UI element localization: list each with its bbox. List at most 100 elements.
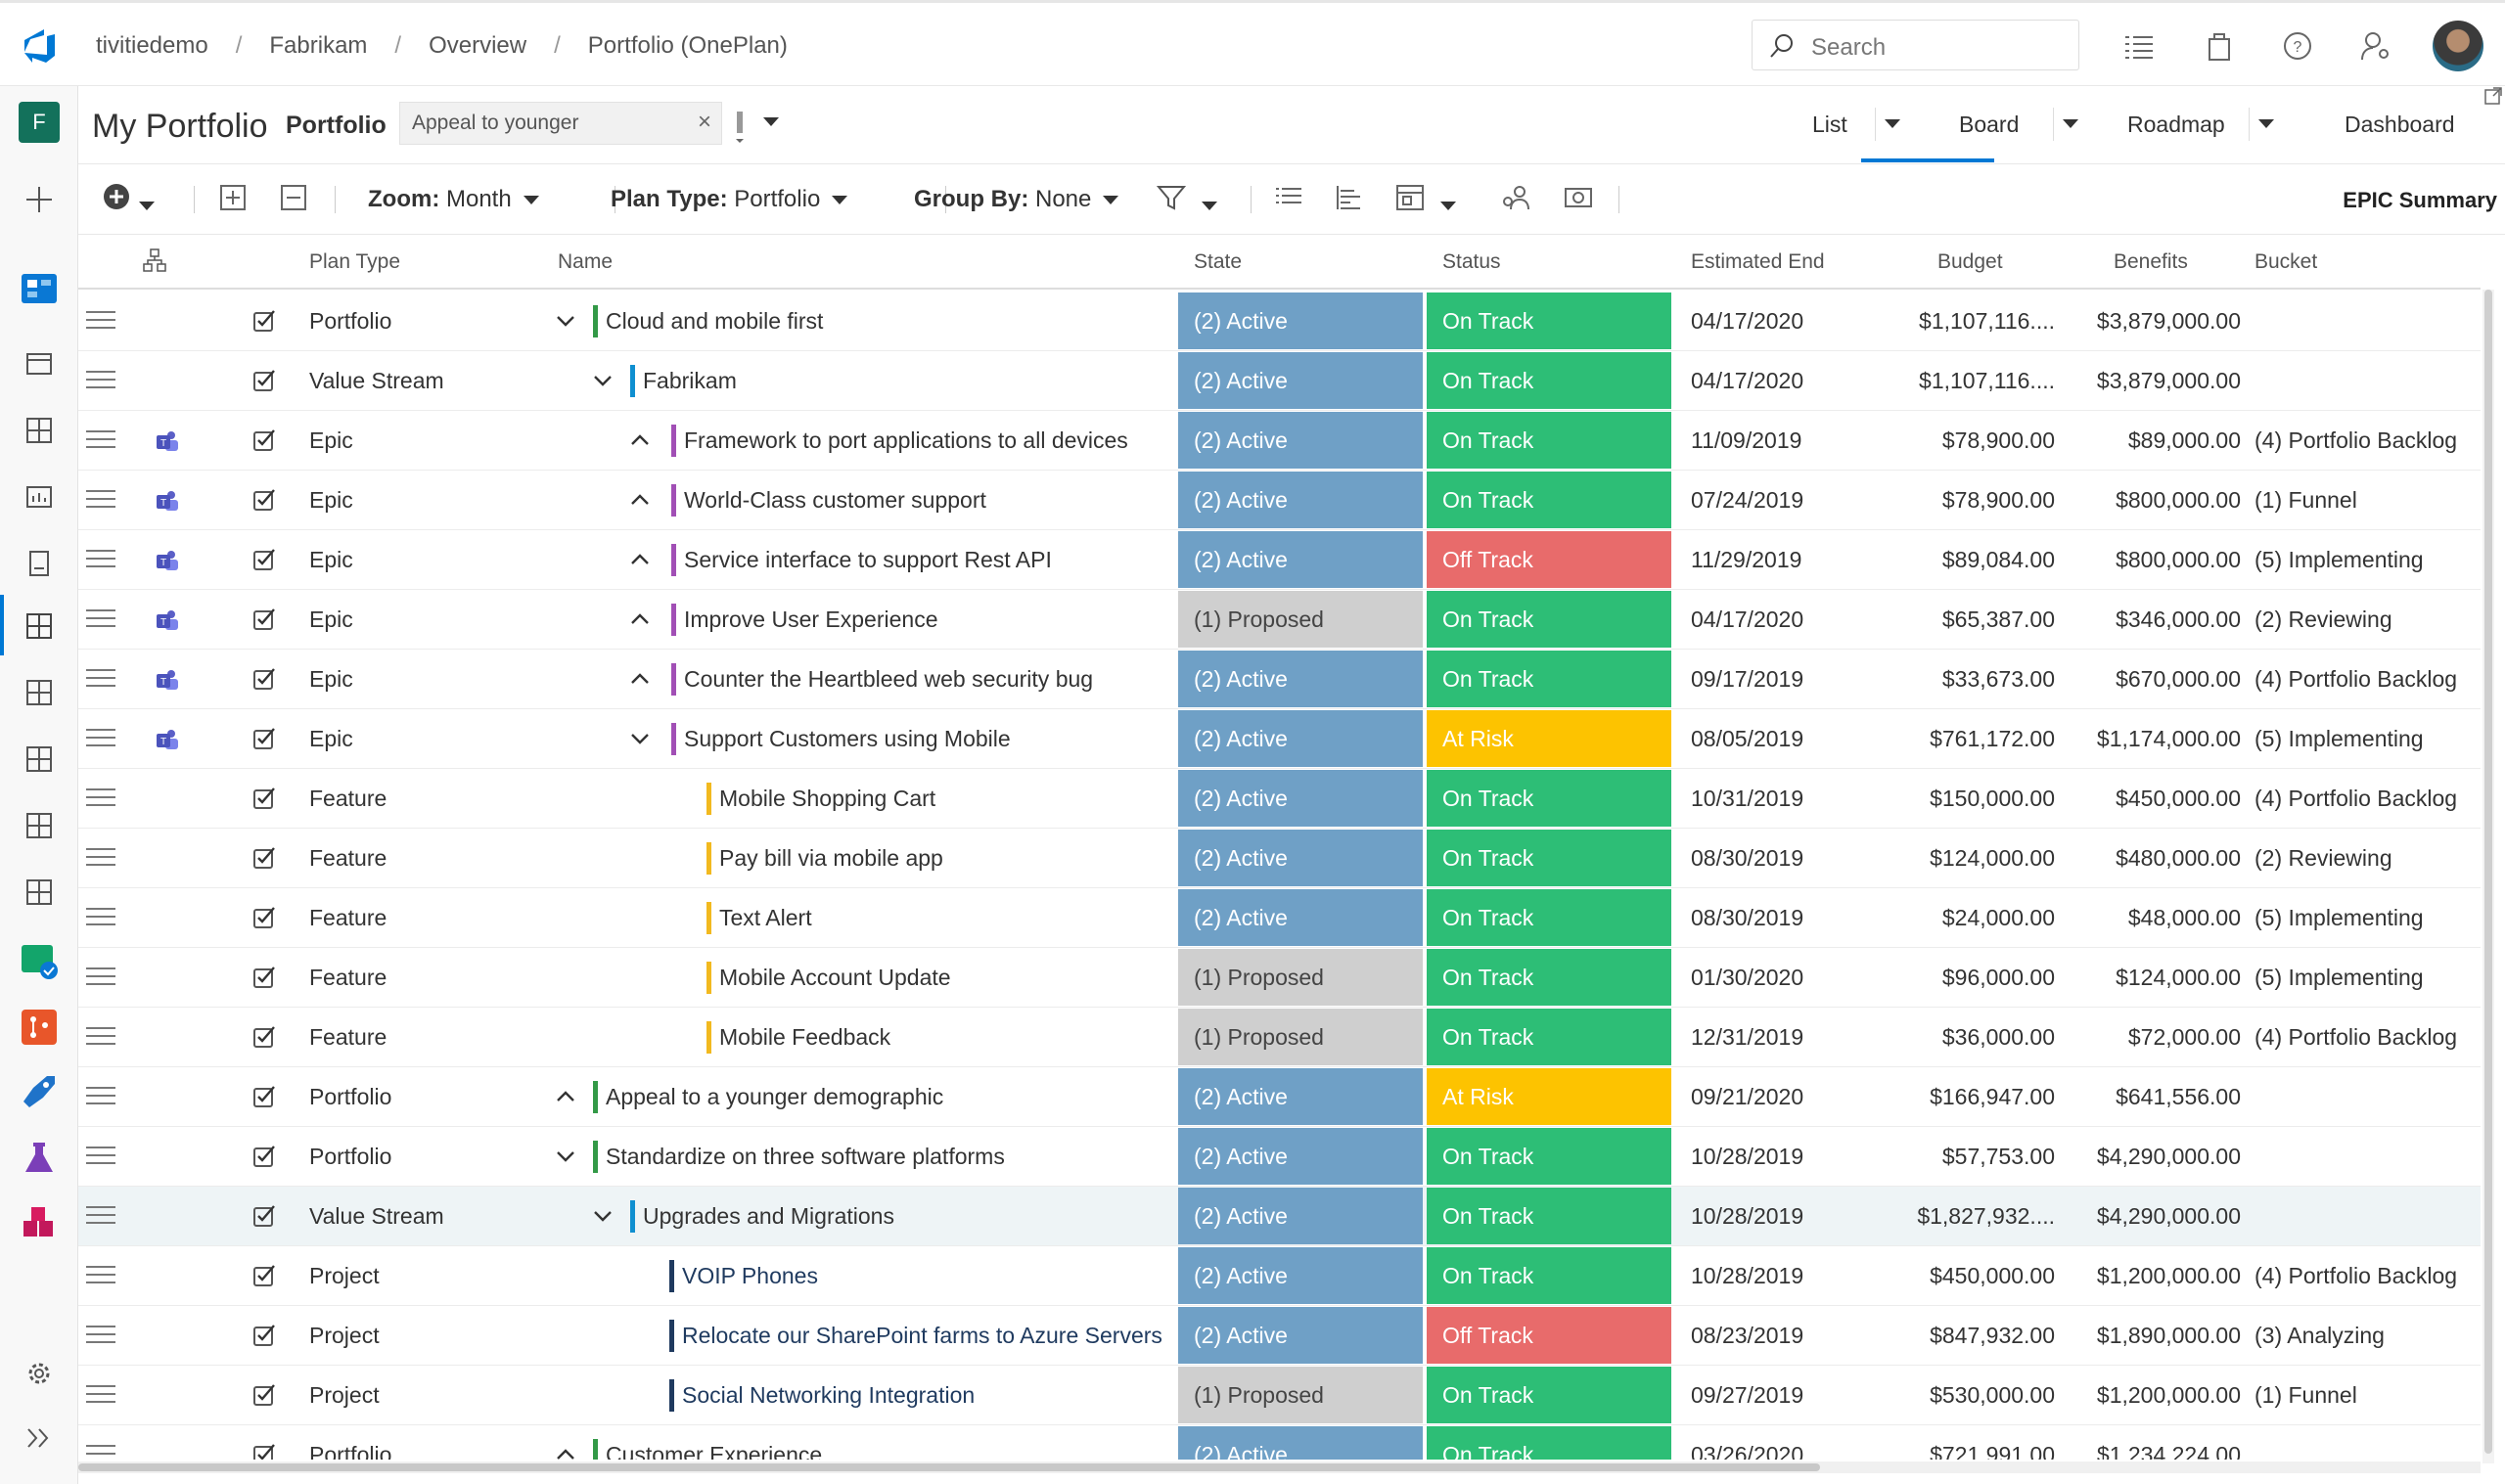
azure-devops-logo-icon[interactable] bbox=[22, 26, 61, 66]
teams-icon[interactable]: T bbox=[155, 608, 180, 632]
settings-gear-icon[interactable] bbox=[18, 1352, 61, 1395]
work-item-name-link[interactable]: Mobile Shopping Cart bbox=[719, 786, 936, 811]
drag-handle-icon[interactable] bbox=[86, 1326, 115, 1345]
drag-handle-icon[interactable] bbox=[86, 908, 115, 927]
table-row[interactable]: Project Relocate our SharePoint farms to… bbox=[78, 1306, 2481, 1366]
expand-nav-icon[interactable] bbox=[18, 1417, 61, 1460]
hierarchy-icon[interactable] bbox=[143, 248, 166, 278]
tab-list[interactable]: List bbox=[1812, 112, 1847, 137]
add-item-icon[interactable] bbox=[102, 182, 131, 218]
state-cell[interactable]: (2) Active bbox=[1178, 531, 1423, 588]
work-item-name-link[interactable]: Pay bill via mobile app bbox=[719, 845, 943, 871]
state-cell[interactable]: (2) Active bbox=[1178, 710, 1423, 767]
breadcrumb-project[interactable]: Fabrikam bbox=[269, 32, 368, 59]
tab-board[interactable]: Board bbox=[1959, 112, 2020, 137]
chevron-down-icon[interactable] bbox=[591, 369, 615, 392]
status-cell[interactable]: On Track bbox=[1427, 412, 1671, 469]
drag-handle-icon[interactable] bbox=[86, 729, 115, 748]
chevron-down-icon[interactable] bbox=[591, 1204, 615, 1228]
state-cell[interactable]: (2) Active bbox=[1178, 412, 1423, 469]
table-row[interactable]: Project Social Networking Integration (1… bbox=[78, 1366, 2481, 1425]
state-cell[interactable]: (2) Active bbox=[1178, 352, 1423, 409]
collapse-all-icon[interactable] bbox=[280, 184, 307, 218]
state-cell[interactable]: (2) Active bbox=[1178, 770, 1423, 827]
filter-value[interactable]: Appeal to younger bbox=[412, 112, 579, 134]
checkbox-icon[interactable] bbox=[252, 787, 276, 810]
column-header-status[interactable]: Status bbox=[1442, 250, 1501, 273]
table-row[interactable]: Feature Mobile Shopping Cart (2) Active … bbox=[78, 769, 2481, 829]
tab-dashboard[interactable]: Dashboard bbox=[2345, 112, 2455, 137]
state-cell[interactable]: (2) Active bbox=[1178, 1247, 1423, 1304]
column-header-name[interactable]: Name bbox=[558, 250, 614, 273]
work-item-name-link[interactable]: Relocate our SharePoint farms to Azure S… bbox=[682, 1323, 1162, 1348]
checkbox-icon[interactable] bbox=[252, 906, 276, 929]
drag-handle-icon[interactable] bbox=[86, 490, 115, 510]
filter-dropdown-icon[interactable] bbox=[1202, 192, 1217, 219]
table-row[interactable]: Portfolio Cloud and mobile first (2) Act… bbox=[78, 292, 2481, 351]
status-cell[interactable]: On Track bbox=[1427, 352, 1671, 409]
filter-scroll-icon[interactable] bbox=[734, 104, 746, 145]
status-cell[interactable]: Off Track bbox=[1427, 531, 1671, 588]
table-row[interactable]: Portfolio Customer Experience (2) Active… bbox=[78, 1425, 2481, 1460]
checkbox-icon[interactable] bbox=[252, 1204, 276, 1228]
portfolio-grid-icon[interactable] bbox=[18, 605, 61, 648]
chevron-up-icon[interactable] bbox=[554, 1443, 577, 1460]
analytics-icon[interactable] bbox=[18, 475, 61, 518]
artifacts-icon[interactable] bbox=[18, 1201, 61, 1244]
state-cell[interactable]: (1) Proposed bbox=[1178, 949, 1423, 1006]
column-header-state[interactable]: State bbox=[1194, 250, 1243, 273]
chevron-down-icon[interactable] bbox=[554, 1145, 577, 1168]
table-row[interactable]: T Epic Service interface to support Rest… bbox=[78, 530, 2481, 590]
drag-handle-icon[interactable] bbox=[86, 371, 115, 390]
filter-dropdown-icon[interactable] bbox=[763, 113, 779, 131]
status-cell[interactable]: On Track bbox=[1427, 889, 1671, 946]
state-cell[interactable]: (2) Active bbox=[1178, 889, 1423, 946]
teams-icon[interactable]: T bbox=[155, 549, 180, 572]
table-row[interactable]: Feature Mobile Feedback (1) Proposed On … bbox=[78, 1008, 2481, 1067]
plan-type-dropdown[interactable]: Plan Type: Portfolio bbox=[611, 186, 848, 213]
table-row[interactable]: T Epic Support Customers using Mobile (2… bbox=[78, 709, 2481, 769]
checkbox-icon[interactable] bbox=[252, 428, 276, 452]
task-list-icon[interactable] bbox=[2123, 30, 2155, 62]
drag-handle-icon[interactable] bbox=[86, 1266, 115, 1285]
chevron-up-icon[interactable] bbox=[554, 1085, 577, 1108]
chevron-down-icon[interactable] bbox=[628, 727, 652, 750]
table-row[interactable]: T Epic Framework to port applications to… bbox=[78, 411, 2481, 471]
column-header-benefits[interactable]: Benefits bbox=[2114, 250, 2188, 273]
checkbox-icon[interactable] bbox=[252, 1085, 276, 1108]
checkbox-icon[interactable] bbox=[252, 1383, 276, 1407]
column-header-budget[interactable]: Budget bbox=[1937, 250, 2003, 273]
work-item-name-link[interactable]: Cloud and mobile first bbox=[606, 308, 824, 334]
column-options-dropdown-icon[interactable] bbox=[1440, 192, 1456, 219]
table-row[interactable]: Portfolio Standardize on three software … bbox=[78, 1127, 2481, 1187]
teams-icon[interactable]: T bbox=[155, 489, 180, 513]
column-header-plan-type[interactable]: Plan Type bbox=[309, 250, 401, 273]
checkbox-icon[interactable] bbox=[252, 1025, 276, 1049]
status-cell[interactable]: Off Track bbox=[1427, 1307, 1671, 1364]
add-item-dropdown-icon[interactable] bbox=[139, 192, 155, 219]
queries-icon[interactable] bbox=[18, 542, 61, 585]
test-plans-check-icon[interactable] bbox=[18, 939, 61, 982]
test-plans-flask-icon[interactable] bbox=[18, 1137, 61, 1180]
column-header-bucket[interactable]: Bucket bbox=[2254, 250, 2318, 273]
checkbox-icon[interactable] bbox=[252, 1145, 276, 1168]
money-icon[interactable] bbox=[1564, 184, 1593, 218]
chevron-down-icon[interactable] bbox=[554, 309, 577, 333]
tab-roadmap-dropdown-icon[interactable] bbox=[2258, 115, 2274, 133]
status-cell[interactable]: On Track bbox=[1427, 1009, 1671, 1065]
drag-handle-icon[interactable] bbox=[86, 1087, 115, 1106]
teams-icon[interactable]: T bbox=[155, 728, 180, 751]
project-badge[interactable]: F bbox=[19, 102, 60, 143]
work-item-name-link[interactable]: Customer Experience bbox=[606, 1442, 823, 1460]
table-row[interactable]: Value Stream Fabrikam (2) Active On Trac… bbox=[78, 351, 2481, 411]
state-cell[interactable]: (2) Active bbox=[1178, 651, 1423, 707]
horizontal-scrollbar[interactable] bbox=[78, 1462, 2481, 1473]
expand-icon[interactable] bbox=[2483, 86, 2503, 106]
user-settings-icon[interactable] bbox=[2360, 30, 2391, 62]
work-item-name-link[interactable]: Appeal to a younger demographic bbox=[606, 1084, 944, 1109]
drag-handle-icon[interactable] bbox=[86, 1147, 115, 1166]
search-input[interactable]: Search bbox=[1811, 34, 1887, 61]
work-item-name-link[interactable]: VOIP Phones bbox=[682, 1263, 818, 1288]
work-item-name-link[interactable]: Mobile Account Update bbox=[719, 965, 951, 990]
drag-handle-icon[interactable] bbox=[86, 1206, 115, 1226]
